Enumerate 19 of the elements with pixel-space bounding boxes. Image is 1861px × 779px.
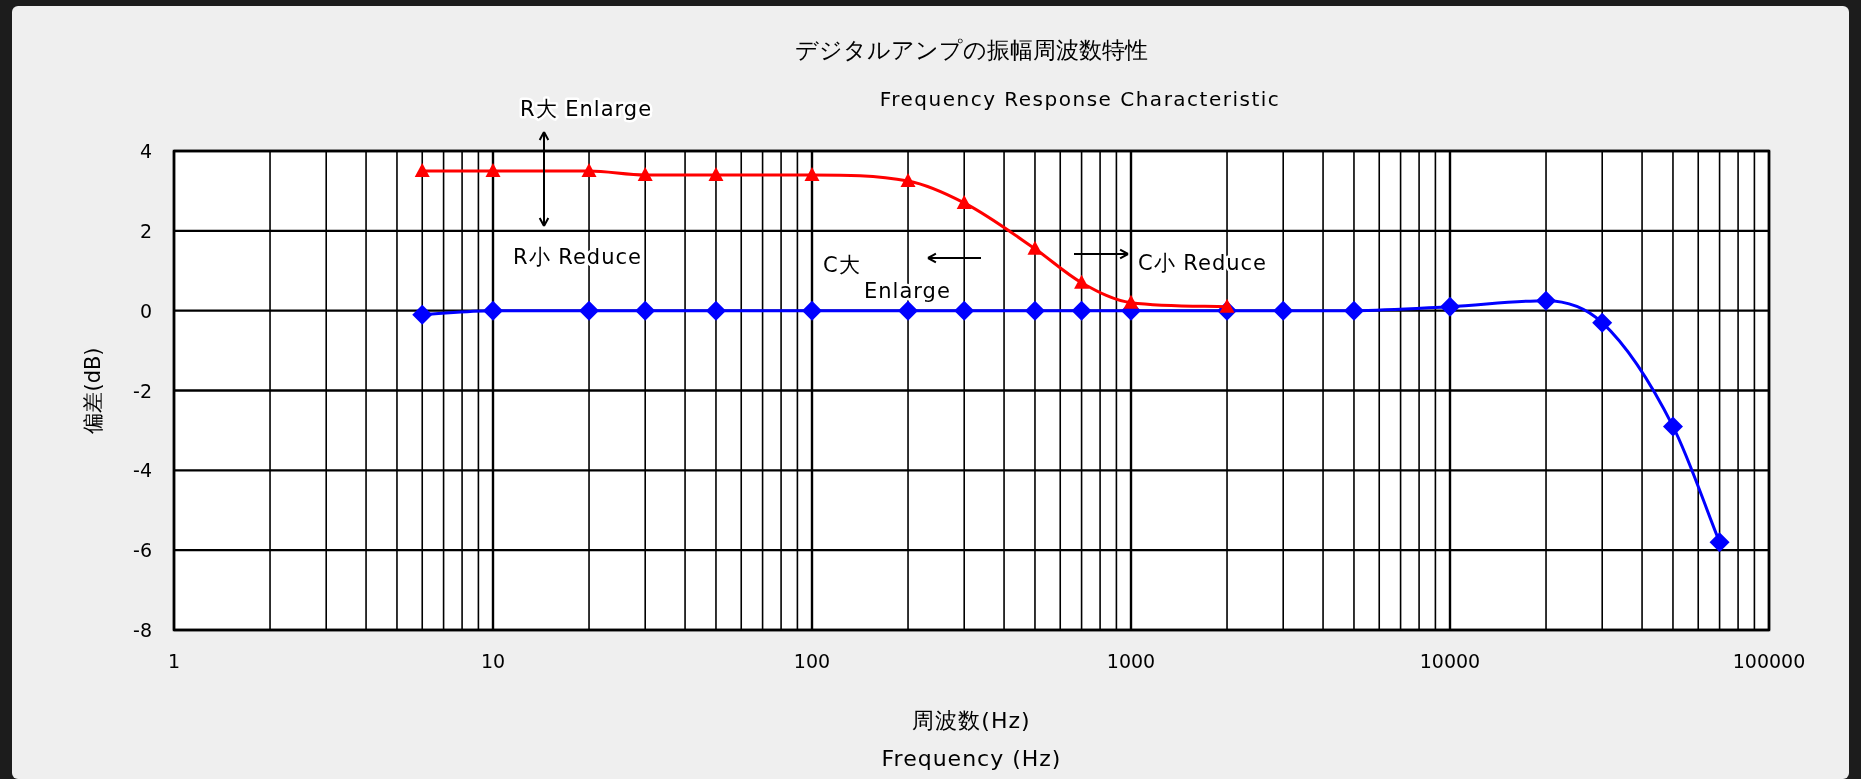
- x-tick-label: 1000: [1106, 650, 1156, 672]
- x-axis-title: 周波数(Hz) Frequency (Hz): [881, 708, 1062, 771]
- chart-subtitle: Frequency Response Characteristic: [879, 87, 1281, 111]
- x-tick-label: 1: [167, 650, 181, 672]
- y-tick-label: 0: [139, 299, 152, 322]
- y-tick-label: -6: [133, 539, 152, 562]
- text: R大 Enlarge: [520, 97, 653, 121]
- annotation: C大: [823, 253, 861, 277]
- x-tick-label: 10: [480, 650, 506, 672]
- y-tick-label: 4: [139, 140, 152, 162]
- chart-title: デジタルアンプの振幅周波数特性: [795, 37, 1148, 63]
- y-axis-title: 偏差(dB): [81, 347, 105, 434]
- x-tick-label: 10000: [1419, 650, 1481, 672]
- y-tick-label: 2: [139, 219, 152, 242]
- x-tick-label: 100000: [1732, 650, 1806, 672]
- x-tick-label: 100: [793, 650, 831, 672]
- y-tick-label: -8: [133, 619, 152, 641]
- y-tick-label: -4: [133, 459, 152, 482]
- y-tick-label: -2: [133, 379, 152, 402]
